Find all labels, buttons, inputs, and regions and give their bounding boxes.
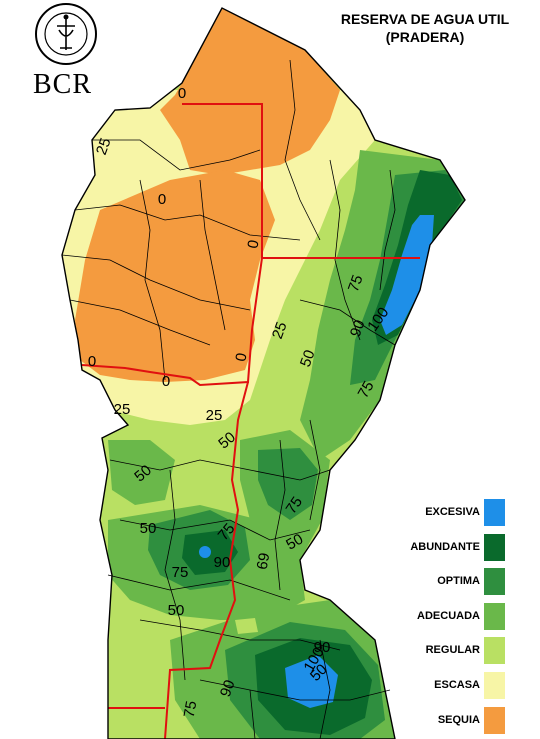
dept-border bbox=[92, 139, 261, 171]
legend-label: OPTIMA bbox=[437, 575, 480, 588]
legend-item: OPTIMA bbox=[390, 565, 530, 600]
legend-item: SEQUIA bbox=[390, 704, 530, 739]
province-border bbox=[182, 103, 263, 258]
map-legend: EXCESIVA ABUNDANTE OPTIMA ADECUADA REGULAR ES… bbox=[390, 496, 530, 738]
legend-label: REGULAR bbox=[425, 644, 480, 657]
contour-label: 0 bbox=[244, 239, 262, 250]
contour-label: 0 bbox=[88, 353, 96, 370]
dept-border bbox=[249, 689, 256, 739]
contour-label: 0 bbox=[178, 85, 186, 102]
zone-adecuada-west bbox=[108, 440, 175, 505]
dept-border bbox=[284, 59, 321, 241]
legend-item: REGULAR bbox=[390, 634, 530, 669]
legend-swatch bbox=[484, 568, 505, 596]
dept-border bbox=[309, 419, 321, 521]
legend-swatch bbox=[484, 533, 505, 561]
dept-border bbox=[319, 639, 331, 739]
map-title: RESERVA DE AGUA UTIL (PRADERA) bbox=[310, 10, 540, 46]
contour-label: 90 bbox=[217, 678, 239, 699]
legend-swatch bbox=[484, 637, 505, 665]
legend-swatch bbox=[484, 706, 505, 734]
legend-item: ADECUADA bbox=[390, 600, 530, 635]
map-title-line2: (PRADERA) bbox=[385, 29, 465, 45]
legend-swatch bbox=[484, 499, 505, 526]
contour-label: 75 bbox=[345, 273, 367, 294]
legend-label: SEQUIA bbox=[437, 713, 480, 726]
contour-label: 50 bbox=[168, 602, 185, 619]
contour-label: 25 bbox=[206, 407, 223, 424]
zone-optima-center bbox=[258, 448, 318, 520]
zone-excesiva-southeast bbox=[285, 655, 338, 708]
legend-item: ABUNDANTE bbox=[390, 531, 530, 566]
legend-label: ADECUADA bbox=[417, 609, 480, 622]
dept-border bbox=[164, 469, 186, 681]
contour-label: 90 bbox=[314, 639, 331, 656]
dept-border bbox=[109, 459, 331, 481]
dept-border bbox=[69, 299, 211, 346]
contour-label: 75 bbox=[181, 700, 201, 719]
dept-border bbox=[119, 519, 311, 541]
contour-label: 75 bbox=[355, 378, 378, 401]
legend-label: ESCASA bbox=[434, 678, 480, 691]
bcr-seal-logo bbox=[35, 3, 97, 65]
legend-swatch bbox=[484, 602, 505, 630]
contour-label: 0 bbox=[162, 373, 170, 390]
contour-label: 0 bbox=[158, 191, 166, 208]
map-title-line1: RESERVA DE AGUA UTIL bbox=[340, 11, 510, 27]
dept-border bbox=[379, 169, 396, 291]
dept-border bbox=[274, 439, 286, 591]
zone-excesiva-southwest bbox=[199, 546, 211, 558]
zone-sequia-north bbox=[160, 8, 340, 175]
department-borders bbox=[61, 59, 396, 739]
contour-label: 25 bbox=[93, 136, 115, 157]
province-border bbox=[81, 257, 263, 387]
contour-label: 75 bbox=[283, 494, 306, 517]
legend-swatch bbox=[484, 671, 505, 699]
contour-label: 75 bbox=[172, 564, 189, 581]
contour-label: 50 bbox=[140, 520, 157, 537]
contour-label: 25 bbox=[114, 401, 131, 418]
contour-label: 0 bbox=[232, 352, 250, 363]
province-border bbox=[164, 381, 249, 739]
dept-border bbox=[139, 179, 166, 381]
zone-excesiva-east bbox=[380, 215, 434, 335]
legend-item: ESCASA bbox=[390, 669, 530, 704]
contour-label: 50 bbox=[283, 531, 306, 554]
province-borders bbox=[81, 103, 420, 739]
dept-border bbox=[199, 179, 226, 331]
dept-border bbox=[329, 159, 361, 341]
dept-border bbox=[199, 679, 391, 701]
dept-border bbox=[74, 204, 301, 241]
legend-label: EXCESIVA bbox=[425, 506, 480, 518]
zone-regular-southeast-patch bbox=[235, 618, 258, 634]
bcr-wordmark: BCR bbox=[33, 69, 93, 100]
contour-label: 90 bbox=[347, 318, 369, 339]
dept-border bbox=[61, 254, 251, 311]
contour-label: 50 bbox=[297, 348, 319, 369]
dept-border bbox=[299, 299, 396, 346]
contour-label: 69 bbox=[254, 552, 274, 571]
dept-border bbox=[107, 574, 291, 601]
legend-item: EXCESIVA bbox=[390, 496, 530, 531]
dept-border bbox=[139, 619, 341, 651]
contour-label: 90 bbox=[214, 554, 231, 571]
legend-label: ABUNDANTE bbox=[410, 540, 480, 553]
contour-label: 25 bbox=[269, 320, 291, 341]
